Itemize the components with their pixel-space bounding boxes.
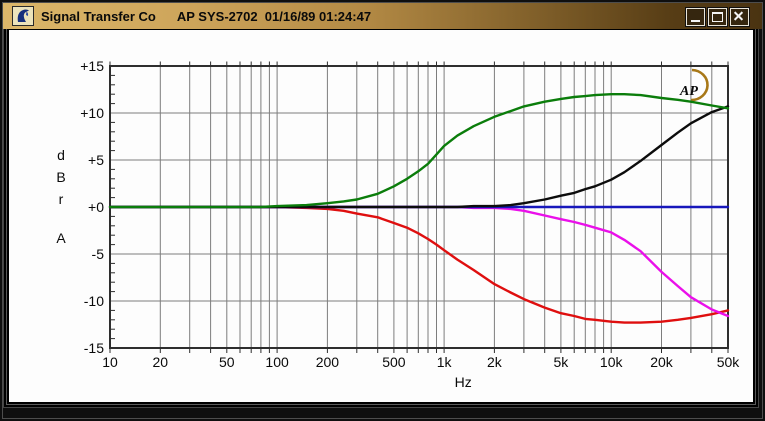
series-hf-cut-shelf-red xyxy=(108,205,730,324)
x-axis-title: Hz xyxy=(455,374,472,390)
maximize-button[interactable] xyxy=(708,8,727,26)
svg-text:AP: AP xyxy=(679,84,698,99)
window-controls xyxy=(686,8,749,26)
y-axis-title: dBr A xyxy=(56,147,66,246)
svg-text:B: B xyxy=(56,169,65,185)
svg-text:100: 100 xyxy=(265,354,289,370)
svg-text:20k: 20k xyxy=(650,354,674,370)
svg-text:10: 10 xyxy=(102,354,118,370)
svg-text:200: 200 xyxy=(316,354,340,370)
app-icon[interactable] xyxy=(12,6,34,26)
channel-label: A xyxy=(56,230,66,246)
series-hf-rolloff-magenta xyxy=(108,205,730,318)
svg-text:10k: 10k xyxy=(600,354,624,370)
app-logo-icon xyxy=(17,9,29,22)
svg-text:5k: 5k xyxy=(554,354,570,370)
minimize-button[interactable] xyxy=(686,8,705,26)
series-hf-boost-shelf-green xyxy=(108,92,730,209)
x-axis-labels: 10 20 50 100 200 500 1k 2k 5k 10k 20k 50k Hz xyxy=(102,354,740,390)
svg-text:d: d xyxy=(57,147,65,163)
svg-text:50: 50 xyxy=(219,354,235,370)
svg-text:+0: +0 xyxy=(88,199,104,215)
graph-panel: +15 +10 +5 +0 -5 -10 -15 10 20 50 100 200 500 1k 2k 5k 1… xyxy=(9,30,753,402)
close-button[interactable] xyxy=(730,8,749,26)
svg-text:+5: +5 xyxy=(88,152,104,168)
svg-text:-5: -5 xyxy=(92,246,105,262)
svg-text:+15: +15 xyxy=(80,58,104,74)
svg-text:20: 20 xyxy=(153,354,169,370)
titlebar[interactable]: Signal Transfer Co AP SYS-2702 01/16/89 … xyxy=(3,3,762,29)
svg-text:50k: 50k xyxy=(717,354,741,370)
window-title: Signal Transfer Co xyxy=(41,8,156,24)
window-title-instrument: AP SYS-2702 01/16/89 01:24:47 xyxy=(176,8,372,24)
y-axis-labels: +15 +10 +5 +0 -5 -10 -15 xyxy=(80,58,104,356)
svg-text:2k: 2k xyxy=(487,354,503,370)
svg-text:500: 500 xyxy=(382,354,406,370)
svg-text:-10: -10 xyxy=(84,293,104,309)
svg-text:r: r xyxy=(59,191,64,207)
svg-text:-15: -15 xyxy=(84,340,104,356)
svg-text:+10: +10 xyxy=(80,105,104,121)
svg-text:1k: 1k xyxy=(437,354,453,370)
ap-logo: AP xyxy=(679,68,709,102)
series-hf-rise-black xyxy=(108,105,730,209)
